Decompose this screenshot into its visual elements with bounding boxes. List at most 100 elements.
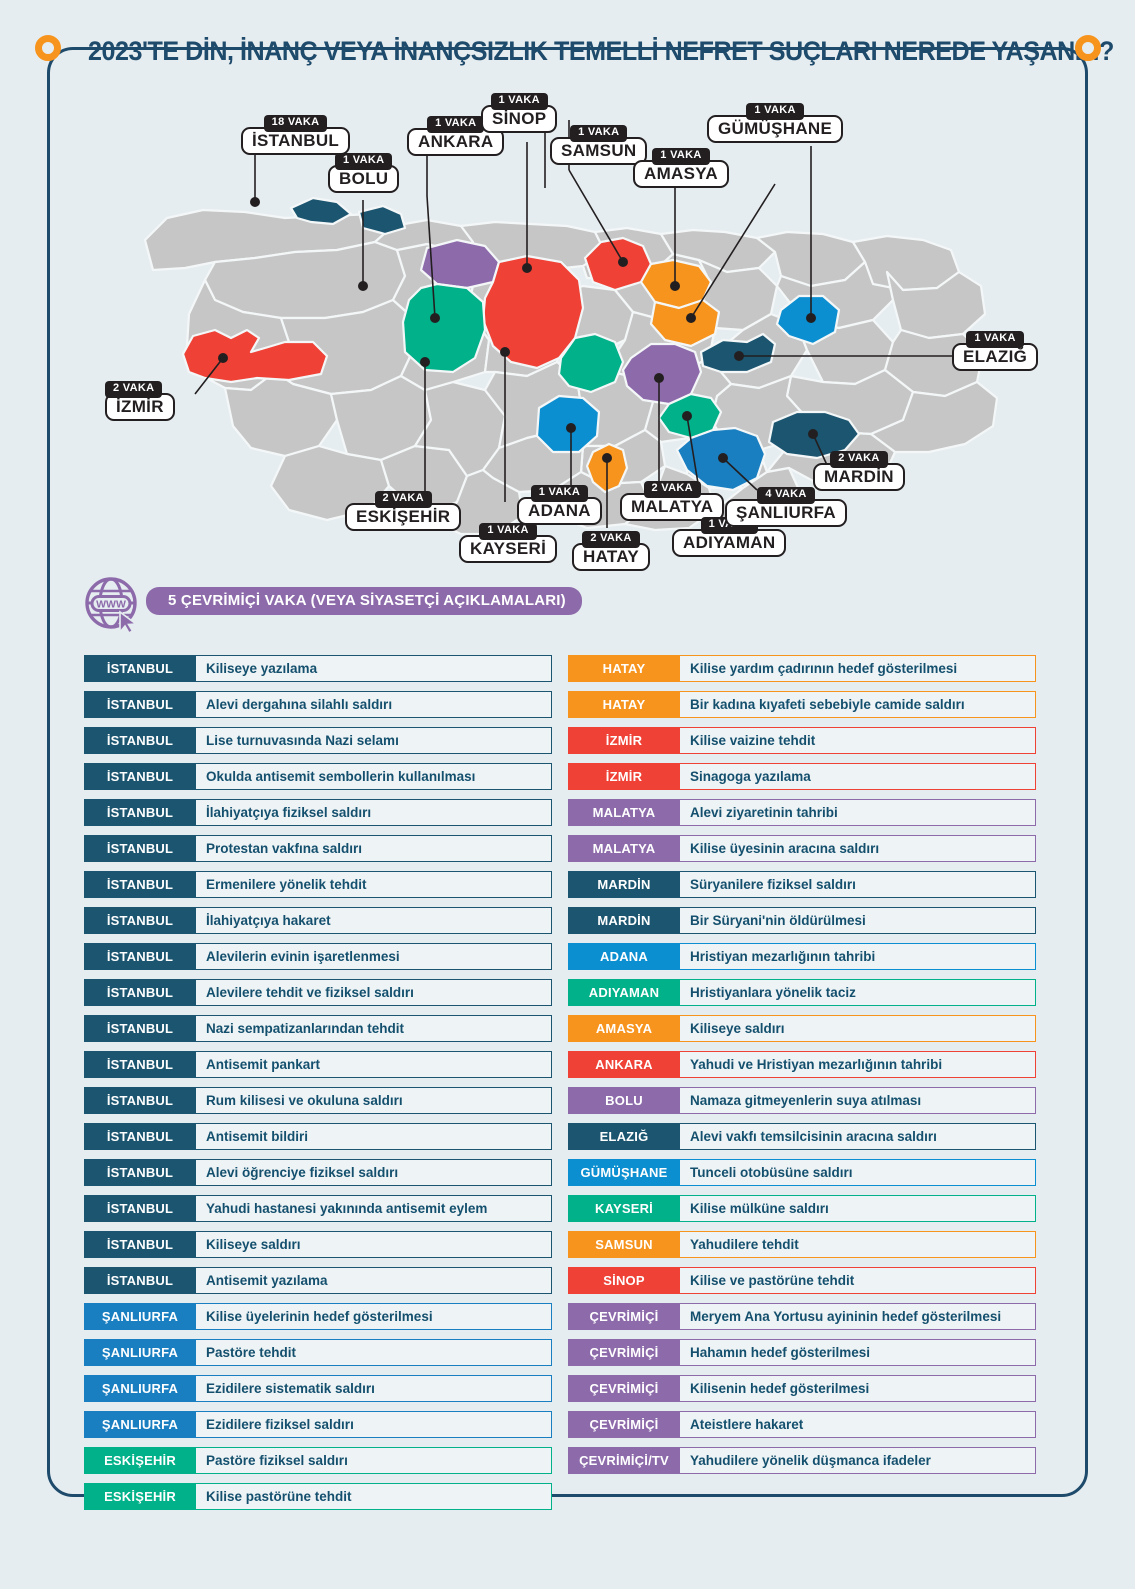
map-label-mardin[interactable]: 2 VAKA MARDİN (813, 448, 905, 492)
incident-row[interactable]: ADANA Hristiyan mezarlığının tahribi (568, 943, 1036, 970)
map-label-elazig[interactable]: 1 VAKA ELAZIĞ (952, 328, 1039, 372)
incident-row[interactable]: HATAY Kilise yardım çadırının hedef göste… (568, 655, 1036, 682)
map-label-sanliurfa[interactable]: 4 VAKA ŞANLIURFA (725, 484, 847, 528)
incident-row[interactable]: ŞANLIURFA Ezidilere sistematik saldırı (84, 1375, 552, 1402)
incident-row[interactable]: SAMSUN Yahudilere tehdit (568, 1231, 1036, 1258)
incident-row[interactable]: AMASYA Kiliseye saldırı (568, 1015, 1036, 1042)
incident-row[interactable]: İSTANBUL Alevi dergahına silahlı saldırı (84, 691, 552, 718)
incident-city-tag: KAYSERİ (568, 1195, 680, 1222)
incident-row[interactable]: İSTANBUL Alevilere tehdit ve fiziksel sal… (84, 979, 552, 1006)
map-label-kayseri[interactable]: 1 VAKA KAYSERİ (459, 520, 558, 564)
incident-city-tag: İSTANBUL (84, 1159, 196, 1186)
incident-row[interactable]: MALATYA Alevi ziyaretinin tahribi (568, 799, 1036, 826)
incident-row[interactable]: İSTANBUL Alevilerin evinin işaretlenmesi (84, 943, 552, 970)
map-label-adana[interactable]: 1 VAKA ADANA (517, 482, 602, 526)
incident-description: Alevilere tehdit ve fiziksel saldırı (196, 979, 552, 1006)
map-highlighted-provinces (181, 196, 861, 494)
incident-row[interactable]: ESKİŞEHİR Kilise pastörüne tehdit (84, 1483, 552, 1510)
map-label-count: 4 VAKA (757, 487, 815, 504)
incident-city-tag: SİNOP (568, 1267, 680, 1294)
incident-description: Tunceli otobüsüne saldırı (680, 1159, 1036, 1186)
map-label-eskisehir[interactable]: 2 VAKA ESKİŞEHİR (345, 488, 462, 532)
incident-description: Lise turnuvasında Nazi selamı (196, 727, 552, 754)
map-label-samsun[interactable]: 1 VAKA SAMSUN (550, 122, 648, 166)
incident-city-tag: İSTANBUL (84, 655, 196, 682)
incident-row[interactable]: ÇEVRİMİÇİ Meryem Ana Yortusu ayininin hed… (568, 1303, 1036, 1330)
incident-description: Süryanilere fiziksel saldırı (680, 871, 1036, 898)
map-label-ankara[interactable]: 1 VAKA ANKARA (407, 113, 505, 157)
incident-row[interactable]: ÇEVRİMİÇİ/TV Yahudilere yönelik düşmanca … (568, 1447, 1036, 1474)
incident-row[interactable]: İSTANBUL İlahiyatçıya hakaret (84, 907, 552, 934)
province-izmir (181, 328, 329, 384)
incident-city-tag: ÇEVRİMİÇİ (568, 1375, 680, 1402)
incident-row[interactable]: İSTANBUL Antisemit yazılama (84, 1267, 552, 1294)
incident-row[interactable]: ELAZIĞ Alevi vakfı temsilcisinin aracına … (568, 1123, 1036, 1150)
incident-row[interactable]: İSTANBUL Rum kilisesi ve okuluna saldırı (84, 1087, 552, 1114)
incident-row[interactable]: İZMİR Kilise vaizine tehdit (568, 727, 1036, 754)
map-label-izmir[interactable]: 2 VAKA İZMİR (105, 378, 175, 422)
incident-row[interactable]: İZMİR Sinagoga yazılama (568, 763, 1036, 790)
incident-city-tag: MARDİN (568, 907, 680, 934)
incident-description: Kilisenin hedef gösterilmesi (680, 1375, 1036, 1402)
incident-row[interactable]: ESKİŞEHİR Pastöre fiziksel saldırı (84, 1447, 552, 1474)
incident-description: Kilise üyesinin aracına saldırı (680, 835, 1036, 862)
incident-city-tag: HATAY (568, 655, 680, 682)
incident-row[interactable]: İSTANBUL Nazi sempatizanlarından tehdit (84, 1015, 552, 1042)
incident-row[interactable]: ŞANLIURFA Kilise üyelerinin hedef gösteri… (84, 1303, 552, 1330)
incident-description: Ermenilere yönelik tehdit (196, 871, 552, 898)
incident-row[interactable]: İSTANBUL Antisemit bildiri (84, 1123, 552, 1150)
incident-row[interactable]: İSTANBUL Kiliseye yazılama (84, 655, 552, 682)
incident-row[interactable]: İSTANBUL Okulda antisemit sembollerin kul… (84, 763, 552, 790)
incident-row[interactable]: ÇEVRİMİÇİ Kilisenin hedef gösterilmesi (568, 1375, 1036, 1402)
svg-text:WWW: WWW (96, 599, 126, 611)
incident-row[interactable]: İSTANBUL İlahiyatçıya fiziksel saldırı (84, 799, 552, 826)
map-label-city: ADANA (517, 496, 602, 526)
incident-row[interactable]: İSTANBUL Lise turnuvasında Nazi selamı (84, 727, 552, 754)
incident-row[interactable]: İSTANBUL Kiliseye saldırı (84, 1231, 552, 1258)
incident-row[interactable]: İSTANBUL Protestan vakfına saldırı (84, 835, 552, 862)
map-label-istanbul[interactable]: 18 VAKA İSTANBUL (241, 112, 351, 156)
incident-row[interactable]: İSTANBUL Yahudi hastanesi yakınında antis… (84, 1195, 552, 1222)
incident-city-tag: İSTANBUL (84, 691, 196, 718)
globe-www-icon: WWW (85, 577, 139, 634)
incident-row[interactable]: MARDİN Süryanilere fiziksel saldırı (568, 871, 1036, 898)
map-label-city: MALATYA (620, 492, 725, 522)
incident-description: Kilise vaizine tehdit (680, 727, 1036, 754)
map-label-amasya[interactable]: 1 VAKA AMASYA (633, 145, 729, 189)
incident-description: Kilise üyelerinin hedef gösterilmesi (196, 1303, 552, 1330)
incident-description: İlahiyatçıya fiziksel saldırı (196, 799, 552, 826)
incident-description: Protestan vakfına saldırı (196, 835, 552, 862)
map-label-sinop[interactable]: 1 VAKA SİNOP (481, 90, 558, 134)
incident-row[interactable]: ŞANLIURFA Ezidilere fiziksel saldırı (84, 1411, 552, 1438)
incident-list-left: İSTANBUL Kiliseye yazılama İSTANBUL Alevi d… (84, 655, 552, 1519)
incident-city-tag: İSTANBUL (84, 1195, 196, 1222)
incident-row[interactable]: MARDİN Bir Süryani'nin öldürülmesi (568, 907, 1036, 934)
incident-row[interactable]: SİNOP Kilise ve pastörüne tehdit (568, 1267, 1036, 1294)
incident-description: Bir kadına kıyafeti sebebiyle camide sal… (680, 691, 1036, 718)
incident-row[interactable]: İSTANBUL Alevi öğrenciye fiziksel saldırı (84, 1159, 552, 1186)
incident-row[interactable]: ADIYAMAN Hristiyanlara yönelik taciz (568, 979, 1036, 1006)
incident-row[interactable]: HATAY Bir kadına kıyafeti sebebiyle camid… (568, 691, 1036, 718)
map-label-count: 1 VAKA (652, 148, 710, 165)
map-label-bolu[interactable]: 1 VAKA BOLU (328, 150, 400, 194)
incident-description: Hristiyanlara yönelik taciz (680, 979, 1036, 1006)
map-label-gumushane[interactable]: 1 VAKA GÜMÜŞHANE (707, 100, 844, 144)
map-label-count: 1 VAKA (335, 153, 393, 170)
incident-row[interactable]: İSTANBUL Ermenilere yönelik tehdit (84, 871, 552, 898)
incident-row[interactable]: MALATYA Kilise üyesinin aracına saldırı (568, 835, 1036, 862)
incident-description: Rum kilisesi ve okuluna saldırı (196, 1087, 552, 1114)
incident-row[interactable]: BOLU Namaza gitmeyenlerin suya atılması (568, 1087, 1036, 1114)
incident-row[interactable]: ANKARA Yahudi ve Hristiyan mezarlığının t… (568, 1051, 1036, 1078)
map-label-malatya[interactable]: 2 VAKA MALATYA (620, 478, 725, 522)
incident-row[interactable]: GÜMÜŞHANE Tunceli otobüsüne saldırı (568, 1159, 1036, 1186)
incident-row[interactable]: ÇEVRİMİÇİ Ateistlere hakaret (568, 1411, 1036, 1438)
incident-row[interactable]: İSTANBUL Antisemit pankart (84, 1051, 552, 1078)
incident-city-tag: İSTANBUL (84, 1087, 196, 1114)
incident-row[interactable]: ÇEVRİMİÇİ Hahamın hedef gösterilmesi (568, 1339, 1036, 1366)
province-eskisehir (401, 282, 487, 374)
incident-row[interactable]: ŞANLIURFA Pastöre tehdit (84, 1339, 552, 1366)
incident-description: Ateistlere hakaret (680, 1411, 1036, 1438)
map-label-hatay[interactable]: 2 VAKA HATAY (572, 528, 650, 572)
incident-row[interactable]: KAYSERİ Kilise mülküne saldırı (568, 1195, 1036, 1222)
